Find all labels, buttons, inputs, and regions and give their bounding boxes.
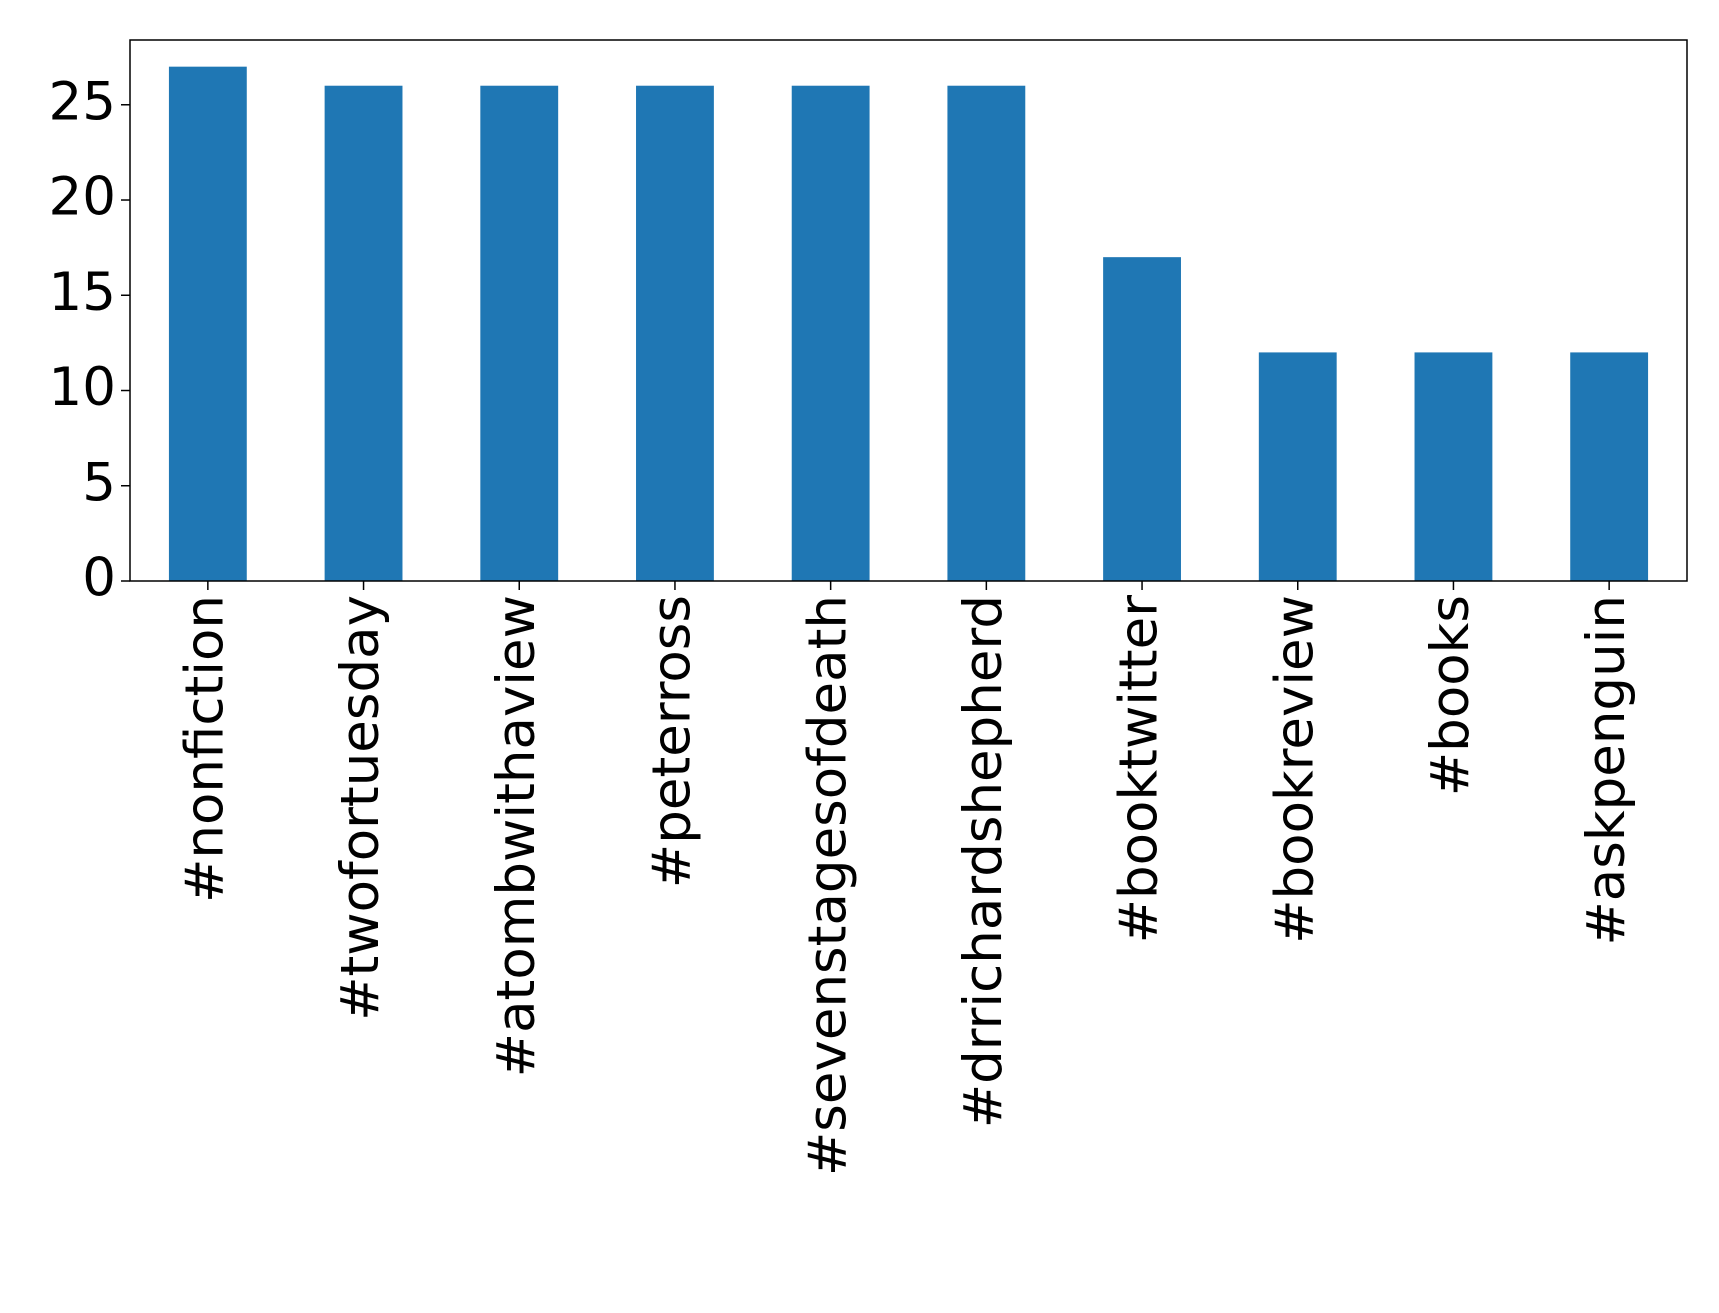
- bar: [1570, 352, 1649, 581]
- bar: [1414, 352, 1493, 581]
- bar: [480, 85, 559, 581]
- x-tick-label: #peterross: [642, 595, 703, 888]
- bar: [1258, 352, 1337, 581]
- y-tick-label: 5: [82, 452, 116, 513]
- x-tick-label: #drrichardshepherd: [953, 595, 1014, 1128]
- x-tick-label: #booktwitter: [1109, 595, 1170, 944]
- y-tick-label: 10: [49, 357, 116, 418]
- bar: [636, 85, 714, 581]
- y-tick-label: 15: [49, 262, 116, 323]
- bar: [168, 66, 247, 582]
- x-tick-label: #askpenguin: [1576, 595, 1637, 946]
- x-tick-label: #nonfiction: [174, 595, 235, 903]
- bar: [947, 85, 1026, 581]
- x-tick-label: #bookreview: [1264, 595, 1325, 944]
- x-tick-label: #books: [1420, 595, 1481, 796]
- plot-frame: [129, 39, 1688, 582]
- bar: [1103, 257, 1181, 581]
- x-tick-label: #twofortuesday: [330, 595, 391, 1021]
- x-tick-label: #atombwithaview: [486, 595, 547, 1077]
- y-tick-label: 25: [49, 71, 116, 132]
- bar: [791, 85, 870, 581]
- y-tick-label: 20: [49, 167, 116, 228]
- x-tick-label: #sevenstagesofdeath: [797, 595, 858, 1176]
- bar: [324, 85, 403, 581]
- y-tick-label: 0: [82, 548, 116, 609]
